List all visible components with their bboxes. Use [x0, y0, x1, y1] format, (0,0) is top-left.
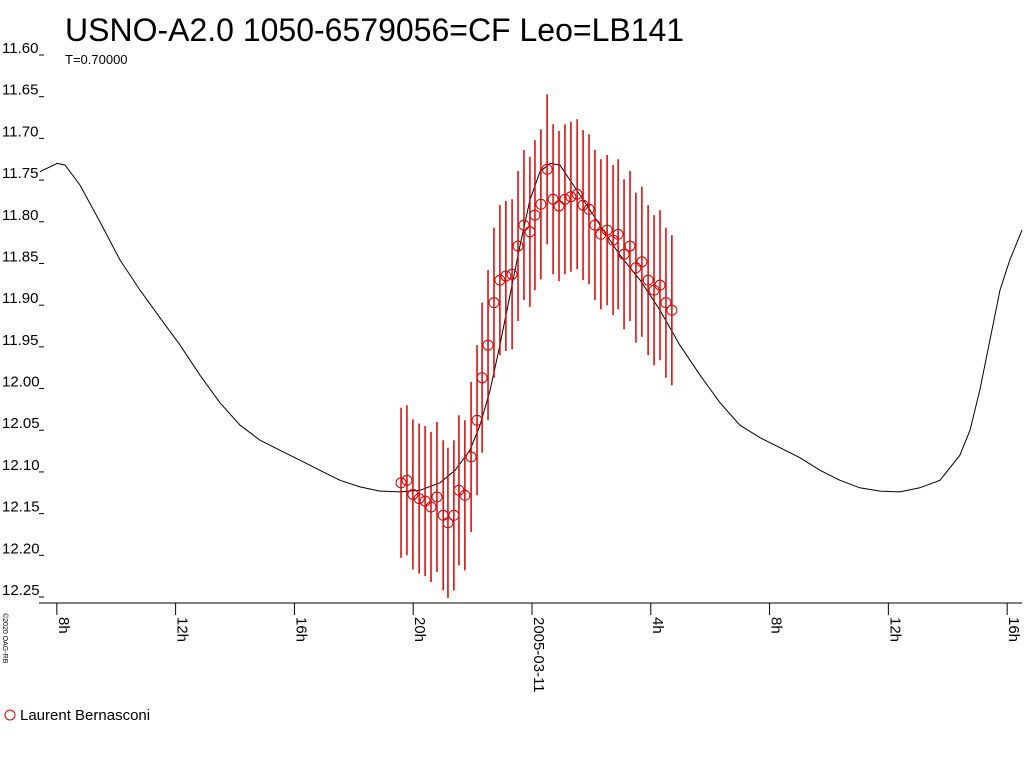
data-point: [624, 240, 636, 252]
y-tick-label: 12.00: [2, 374, 40, 391]
chart-title: USNO-A2.0 1050-6579056=CF Leo=LB141: [65, 12, 684, 48]
data-point: [529, 209, 541, 221]
x-tick-label: 12h: [886, 617, 903, 642]
data-point: [512, 240, 524, 252]
data-point: [413, 493, 425, 505]
x-tick-label: 12h: [174, 617, 191, 642]
data-point: [535, 198, 547, 210]
credit: ©2020 OAG-RB: [1, 613, 9, 664]
data-point: [494, 274, 506, 286]
y-tick-label: 12.10: [2, 457, 40, 474]
data-point: [636, 256, 648, 268]
data-point: [654, 279, 666, 291]
data-point: [541, 163, 553, 175]
data-point: [577, 199, 589, 211]
y-tick-label: 11.85: [2, 248, 38, 265]
y-tick-label: 11.60: [2, 40, 38, 57]
data-point: [395, 477, 407, 489]
data-point: [595, 228, 607, 240]
data-point: [425, 501, 437, 513]
data-point: [601, 224, 613, 236]
data-point: [518, 219, 530, 231]
data-point: [482, 339, 494, 351]
data-point: [589, 219, 601, 231]
legend-label: Laurent Bernasconi: [20, 707, 150, 724]
y-tick-label: 11.90: [2, 290, 38, 307]
data-point: [488, 297, 500, 309]
data-point: [401, 474, 413, 486]
data-point: [547, 193, 559, 205]
data-point: [442, 517, 454, 529]
data-point: [465, 451, 477, 463]
x-tick-label: 8h: [768, 617, 785, 634]
data-point: [565, 191, 577, 203]
x-tick-label: 20h: [411, 617, 428, 642]
y-tick-label: 12.25: [2, 582, 40, 599]
data-point: [660, 297, 672, 309]
legend-marker: [4, 709, 16, 721]
data-point: [612, 228, 624, 240]
data-point: [500, 270, 512, 282]
data-point: [559, 193, 571, 205]
x-tick-label: 4h: [649, 617, 666, 634]
chart-subtitle: T=0.70000: [65, 52, 128, 67]
y-tick-label: 12.05: [2, 415, 40, 432]
y-tick-label: 11.80: [2, 207, 38, 224]
y-tick-label: 11.70: [2, 123, 38, 140]
x-tick-label: 16h: [292, 617, 309, 642]
data-point: [618, 248, 630, 260]
data-point: [553, 200, 565, 212]
x-tick-label: 16h: [1005, 617, 1022, 642]
x-tick-label: 8h: [55, 617, 72, 634]
y-tick-label: 12.20: [2, 540, 40, 557]
data-point: [506, 268, 518, 280]
data-point: [476, 372, 488, 384]
data-point: [571, 188, 583, 200]
data-point: [583, 203, 595, 215]
y-tick-label: 11.75: [2, 165, 38, 182]
data-point: [630, 262, 642, 274]
data-point: [459, 489, 471, 501]
x-tick-label: 2005-03-11: [530, 617, 547, 693]
y-tick-label: 11.65: [2, 82, 38, 99]
data-point: [666, 304, 678, 316]
y-tick-label: 12.15: [2, 499, 40, 516]
data-point: [419, 495, 431, 507]
data-point: [407, 488, 419, 500]
y-tick-label: 11.95: [2, 332, 38, 349]
data-point: [431, 491, 443, 503]
data-point: [642, 274, 654, 286]
